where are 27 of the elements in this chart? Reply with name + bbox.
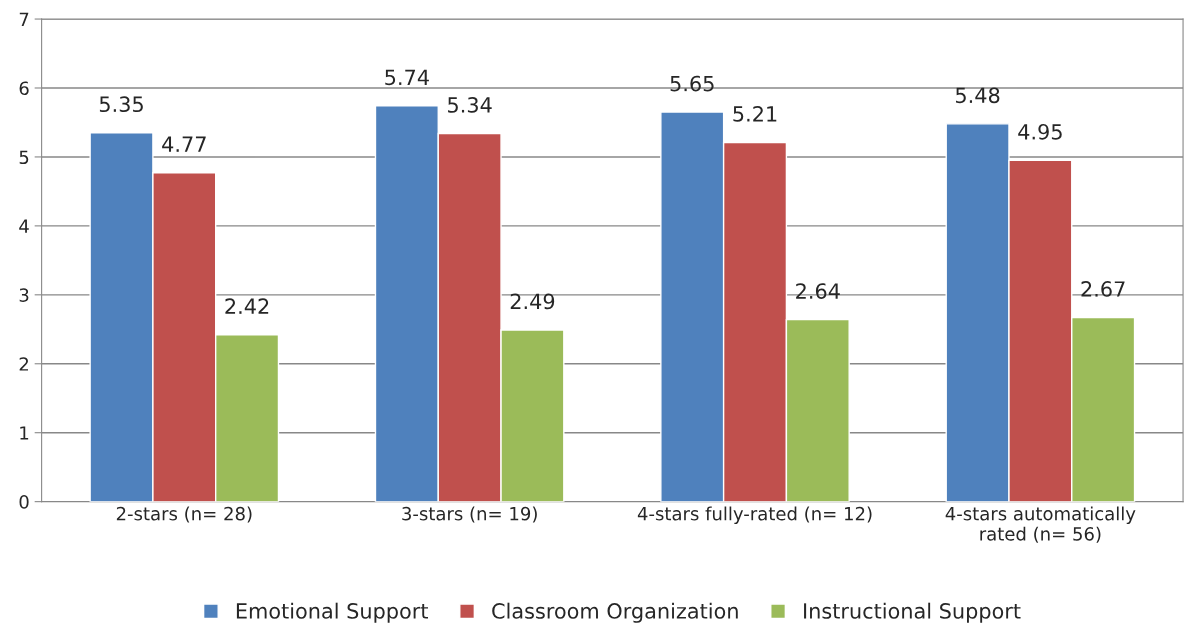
data-label: 4.77 [162, 136, 206, 152]
y-tick-label: 5 [19, 150, 29, 165]
data-label: 2.49 [510, 293, 555, 310]
x-tick-label: 3-stars (n= 19) [402, 506, 537, 523]
y-tick-label: 7 [19, 12, 29, 26]
y-tick-label: 4 [19, 219, 29, 233]
data-label: 2.67 [1081, 281, 1125, 297]
data-label: 2.64 [796, 283, 840, 299]
y-tick-label: 0 [19, 495, 29, 509]
legend-label: Instructional Support [804, 602, 1021, 623]
legend-label: Classroom Organization [492, 602, 738, 623]
x-tick-label: 4-stars fully-rated (n= 12) [637, 506, 872, 524]
x-tick-label: 2-stars (n= 28) [116, 506, 252, 523]
data-label: 5.35 [99, 96, 143, 113]
data-label: 5.74 [385, 69, 429, 86]
x-tick-label: 4-stars automatically rated (n= 56) [945, 506, 1136, 543]
y-tick-label: 3 [19, 288, 29, 302]
data-label: 5.21 [733, 106, 777, 122]
data-label: 5.65 [670, 75, 714, 92]
legend-label: Emotional Support [236, 602, 429, 623]
data-label: 4.95 [1018, 123, 1062, 140]
y-tick-label: 1 [20, 426, 29, 440]
y-tick-label: 6 [19, 81, 29, 96]
data-label: 5.48 [956, 87, 1000, 104]
y-tick-label: 2 [19, 357, 28, 371]
data-label: 2.42 [225, 298, 269, 314]
data-label: 5.34 [448, 97, 492, 113]
